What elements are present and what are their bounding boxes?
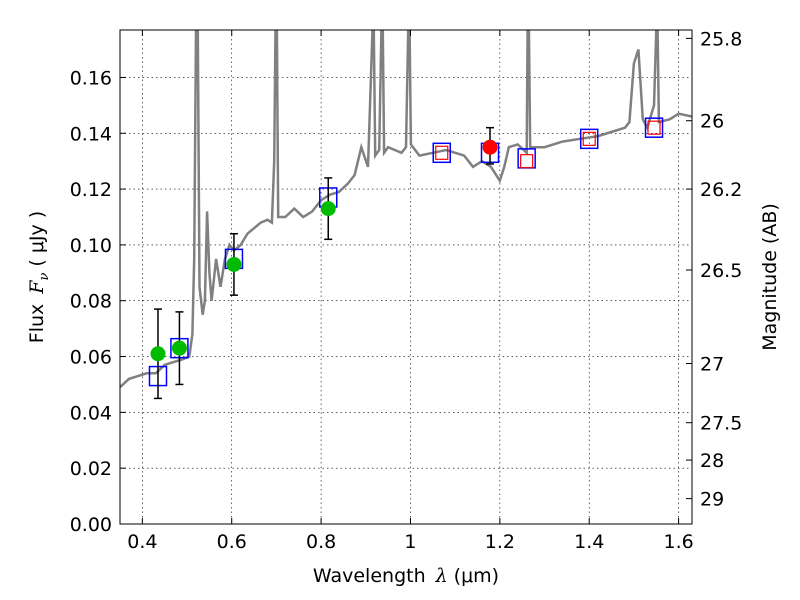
- upper-limit-box: [435, 145, 449, 160]
- y-tick-label: 0.00: [70, 514, 112, 536]
- upper-limit-box: [582, 131, 596, 146]
- photometry-point: [171, 340, 187, 356]
- y-tick-label: 0.02: [70, 458, 112, 480]
- x-tick-label: 0.4: [127, 531, 157, 553]
- model-flux-box: [644, 117, 664, 138]
- x-tick-label: 0.6: [217, 531, 247, 553]
- y2-axis-label: Magnitude (AB): [759, 203, 781, 351]
- plot-frame: [119, 29, 693, 525]
- y2-tick-label: 28: [700, 450, 724, 472]
- x-tick-label: 0.8: [306, 531, 336, 553]
- y-tick-label: 0.14: [70, 123, 112, 145]
- model-flux-box: [432, 142, 451, 164]
- y2-tick-label: 27: [700, 354, 724, 376]
- x-tick-label: 1.6: [663, 531, 693, 553]
- upper-limit-box: [647, 120, 661, 135]
- y2-tick-label: 27.5: [700, 413, 742, 435]
- y-tick-label: 0.16: [70, 67, 112, 89]
- y2-axis-ticks: 25.8 26 26.2 26.5 27 27.5 28 29: [686, 28, 742, 511]
- y2-tick-label: 25.8: [700, 28, 742, 50]
- photometry-point: [320, 201, 336, 217]
- x-tick-label: 1.4: [574, 531, 604, 553]
- y-axis-label: FluxFν( μJy ): [26, 211, 52, 343]
- y-tick-label: 0.08: [70, 291, 112, 313]
- y-tick-label: 0.04: [70, 402, 112, 424]
- y2-tick-label: 29: [700, 489, 724, 511]
- highlight-point: [482, 139, 498, 155]
- model-spectrum: [120, 30, 692, 389]
- y-tick-label: 0.06: [70, 347, 112, 369]
- y-tick-label: 0.10: [70, 235, 112, 257]
- y-axis-ticks: 0.00 0.02 0.04 0.06 0.08 0.10 0.12 0.14 0.16: [70, 67, 126, 536]
- model-flux-box: [579, 128, 599, 150]
- x-axis-label: Wavelength λ (μm): [313, 565, 499, 587]
- x-tick-label: 1.2: [485, 531, 515, 553]
- y2-tick-label: 26.2: [700, 179, 742, 201]
- y2-tick-label: 26: [700, 111, 724, 133]
- photometry-point: [150, 346, 166, 362]
- upper-limit-box: [520, 154, 534, 169]
- photometry-point: [226, 256, 242, 272]
- y-tick-label: 0.12: [70, 179, 112, 201]
- y2-tick-label: 26.5: [700, 260, 742, 282]
- model-spectrum-line: [120, 30, 692, 389]
- x-tick-label: 1: [404, 531, 416, 553]
- x-axis-ticks: 0.4 0.6 0.8 1 1.2 1.4 1.6: [127, 30, 694, 553]
- photometry-points: [150, 139, 498, 362]
